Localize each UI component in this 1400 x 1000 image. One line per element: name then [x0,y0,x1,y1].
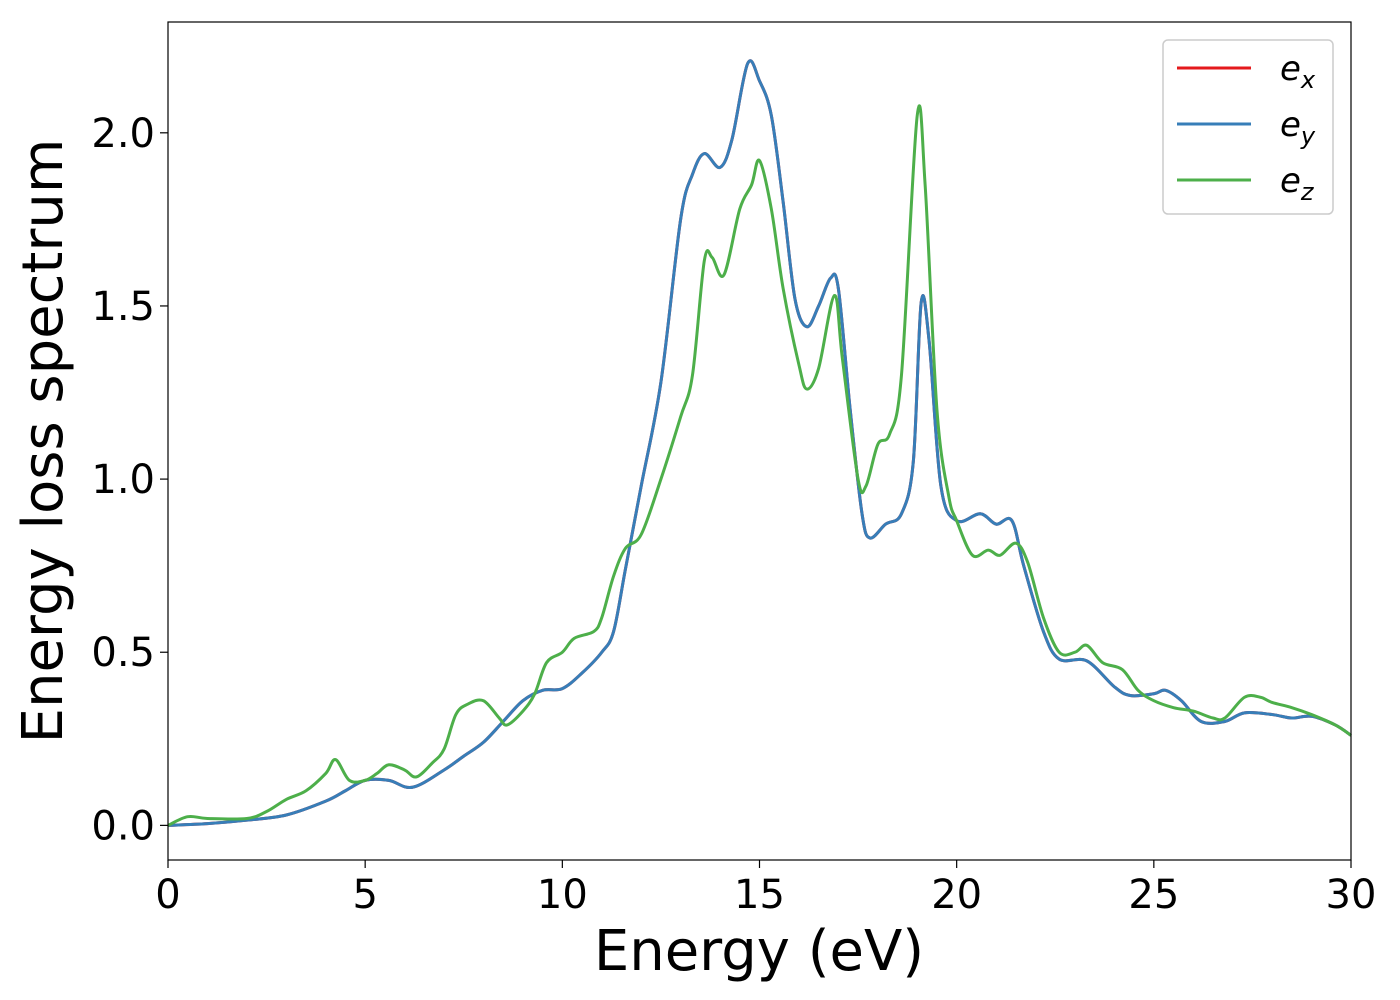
legend-label-z: ez [1280,161,1315,206]
x-tick-label: 25 [1128,872,1179,918]
x-tick-label: 0 [155,872,180,918]
y-tick-label: 2.0 [91,111,155,157]
legend: ex ey ez [1162,39,1334,215]
y-tick-label: 0.5 [91,630,155,676]
x-tick-label: 15 [734,872,785,918]
x-tick-label: 30 [1326,872,1377,918]
series-layer [167,59,1352,827]
x-tick-label: 5 [352,872,377,918]
legend-label-y: ey [1280,105,1316,150]
x-axis-ticks: 0 5 10 15 20 25 30 [155,860,1376,918]
x-tick-label: 20 [931,872,982,918]
legend-label-x: ex [1280,49,1316,94]
y-tick-label: 1.5 [91,284,155,330]
legend-box [1162,39,1334,215]
y-axis-ticks: 0.0 0.5 1.0 1.5 2.0 [91,111,168,849]
x-tick-label: 10 [537,872,588,918]
y-tick-label: 0.0 [91,803,155,849]
y-axis-title: Energy loss spectrum [11,139,76,744]
x-axis-title: Energy (eV) [594,919,924,984]
series-line-z [167,104,1352,827]
series-line-y [167,59,1352,827]
y-tick-label: 1.0 [91,457,155,503]
